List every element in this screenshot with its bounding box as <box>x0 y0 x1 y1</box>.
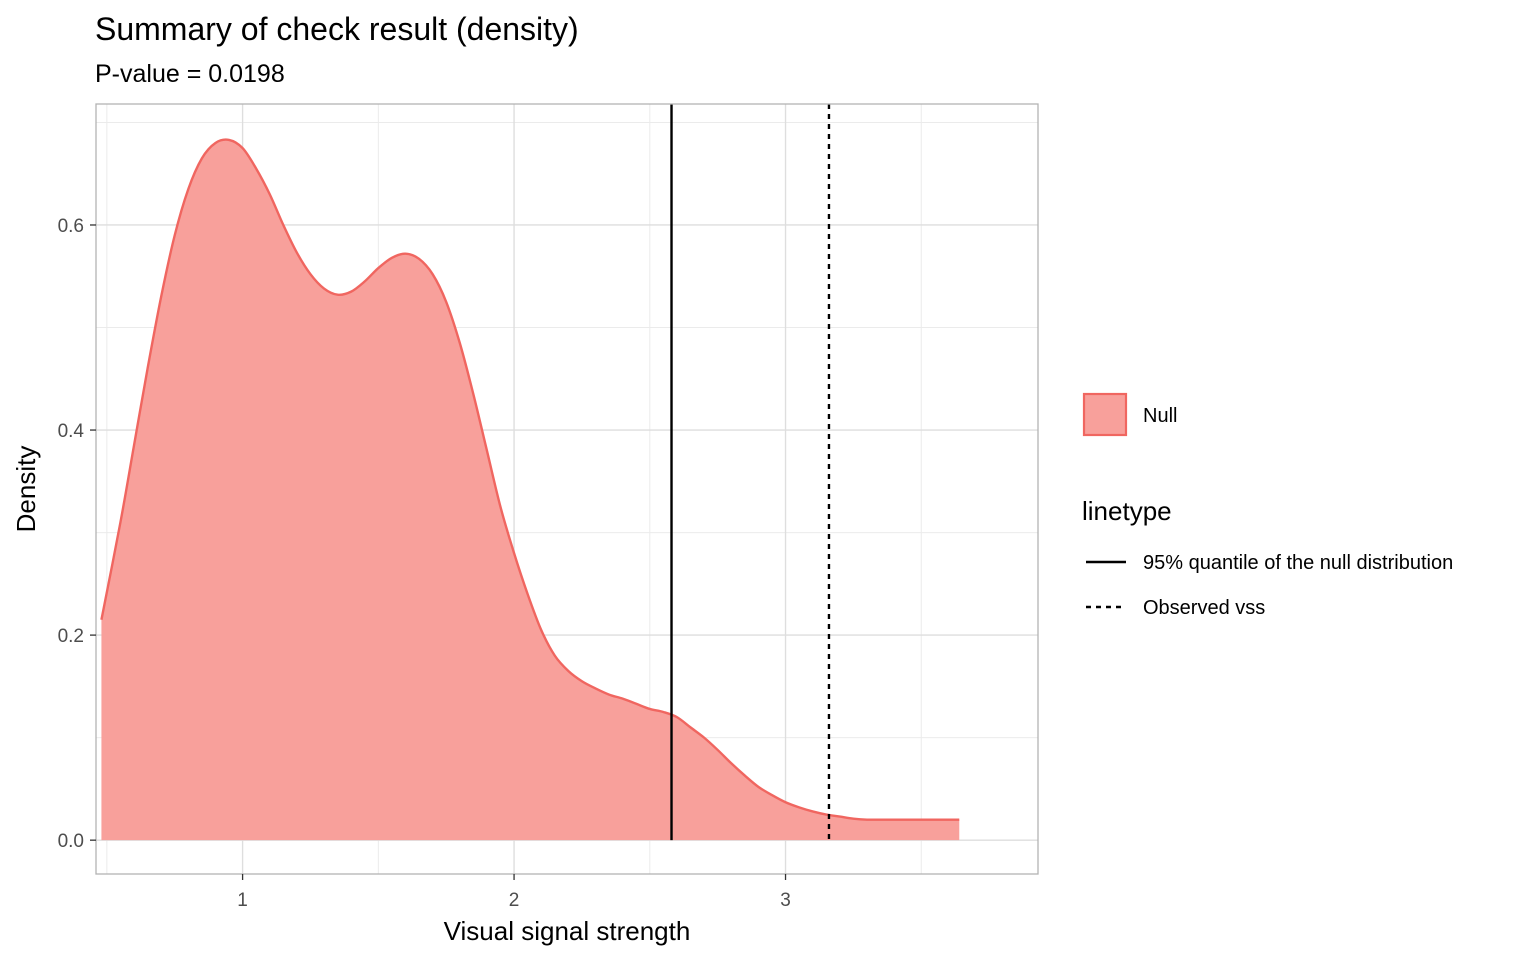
density-curve-0 <box>100 138 960 821</box>
x-tick-label-2: 3 <box>780 890 791 911</box>
legend-label-quantile: 95% quantile of the null distribution <box>1143 552 1453 574</box>
y-axis-title: Density <box>11 446 41 533</box>
vline-layer <box>670 104 831 841</box>
legend-label-observed: Observed vss <box>1143 597 1265 619</box>
x-tick-label-1: 2 <box>509 890 520 911</box>
y-axis: 0.0 0.2 0.4 0.6 <box>58 216 96 852</box>
legend-label-null: Null <box>1143 405 1177 427</box>
density-layer <box>100 138 960 841</box>
legend-key-null <box>1082 392 1128 437</box>
y-tick-label-1: 0.2 <box>58 626 84 647</box>
x-tick-label-0: 1 <box>237 890 248 911</box>
plot-panel-border <box>95 103 1039 875</box>
density-area-0 <box>101 139 960 841</box>
chart-subtitle: P-value = 0.0198 <box>95 60 285 88</box>
x-axis: 1 2 3 <box>237 874 791 911</box>
legend-title-linetype: linetype <box>1082 496 1172 526</box>
y-tick-label-3: 0.6 <box>58 216 84 237</box>
y-tick-label-0: 0.0 <box>58 831 84 852</box>
x-axis-title: Visual signal strength <box>444 916 691 946</box>
chart-title: Summary of check result (density) <box>95 11 579 47</box>
legend: Null linetype 95% quantile of the null d… <box>1082 392 1453 619</box>
y-tick-label-2: 0.4 <box>58 421 85 442</box>
